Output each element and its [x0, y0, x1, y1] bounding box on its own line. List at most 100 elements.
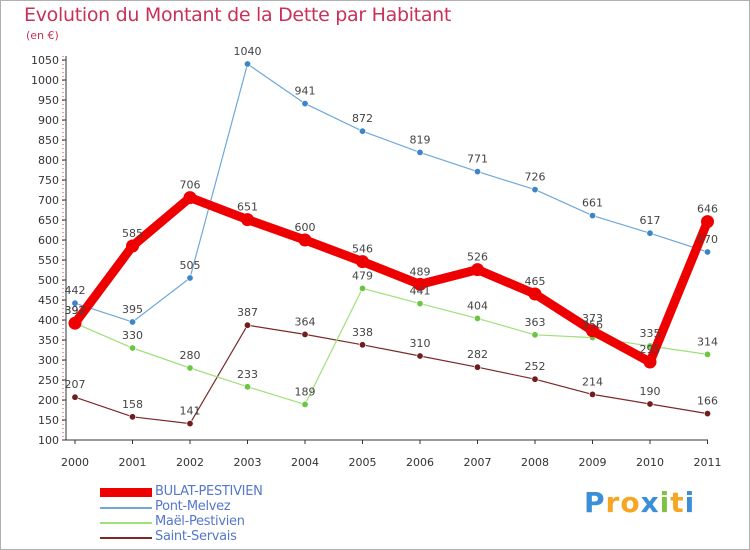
data-label-pont-melvez: 617: [640, 214, 661, 227]
data-label-saint-servais: 282: [467, 348, 488, 361]
data-label-ma-l-pestivien: 392: [65, 304, 86, 317]
data-label-saint-servais: 207: [65, 378, 86, 391]
legend-swatch: [100, 488, 152, 497]
y-tick-label: 750: [38, 174, 59, 187]
data-point-ma-l-pestivien: [301, 400, 309, 408]
y-tick-label: 1000: [31, 74, 59, 87]
data-point-saint-servais: [129, 413, 137, 421]
y-tick-label: 450: [38, 294, 59, 307]
data-label-pont-melvez: 505: [180, 259, 201, 272]
data-point-ma-l-pestivien: [244, 383, 252, 391]
data-label-saint-servais: 310: [410, 337, 431, 350]
chart-title: Evolution du Montant de la Dette par Hab…: [24, 4, 452, 26]
logo-letter: i: [684, 486, 696, 519]
data-point-bulat-pestivien: [701, 215, 714, 229]
logo-letter: r: [605, 486, 621, 519]
data-point-pont-melvez: [588, 212, 596, 220]
x-tick-label: 2009: [579, 456, 607, 469]
data-label-saint-servais: 252: [525, 360, 546, 373]
data-point-bulat-pestivien: [643, 355, 657, 369]
data-label-pont-melvez: 726: [525, 171, 546, 184]
x-tick-label: 2008: [521, 456, 549, 469]
data-label-pont-melvez: 872: [352, 112, 373, 125]
data-point-pont-melvez: [703, 248, 711, 256]
data-label-ma-l-pestivien: 479: [352, 269, 373, 282]
data-point-pont-melvez: [186, 274, 194, 282]
data-label-saint-servais: 141: [180, 405, 201, 418]
y-tick-label: 850: [38, 134, 59, 147]
legend-swatch: [100, 522, 152, 524]
data-label-bulat-pestivien: 646: [697, 203, 718, 216]
legend-label: BULAT-PESTIVIEN: [155, 484, 263, 499]
y-tick-label: 950: [38, 94, 59, 107]
data-point-bulat-pestivien: [183, 191, 197, 205]
data-point-saint-servais: [186, 420, 194, 428]
y-tick-label: 550: [38, 254, 59, 267]
y-tick-label: 300: [38, 354, 59, 367]
data-label-bulat-pestivien: 600: [295, 221, 316, 234]
data-point-ma-l-pestivien: [531, 331, 539, 339]
x-tick-label: 2004: [291, 456, 319, 469]
data-label-bulat-pestivien: 706: [180, 179, 201, 192]
x-tick-label: 2001: [119, 456, 147, 469]
data-point-saint-servais: [531, 375, 539, 383]
data-label-bulat-pestivien: 546: [352, 243, 373, 256]
data-label-bulat-pestivien: 489: [410, 265, 431, 278]
chart-unit-label: (en €): [26, 29, 59, 42]
data-label-ma-l-pestivien: 404: [467, 299, 488, 312]
data-label-ma-l-pestivien: 189: [295, 385, 316, 398]
data-point-bulat-pestivien: [241, 213, 254, 227]
data-label-bulat-pestivien: 585: [122, 227, 143, 240]
data-point-ma-l-pestivien: [358, 284, 366, 292]
data-point-saint-servais: [473, 363, 481, 371]
data-label-pont-melvez: 1040: [234, 45, 262, 58]
data-point-saint-servais: [358, 341, 366, 349]
data-point-ma-l-pestivien: [186, 364, 194, 372]
logo-letter: t: [670, 486, 685, 519]
x-tick-label: 2006: [406, 456, 434, 469]
y-tick-label: 700: [38, 194, 59, 207]
data-label-saint-servais: 190: [640, 385, 661, 398]
data-point-bulat-pestivien: [126, 239, 139, 253]
data-point-ma-l-pestivien: [703, 350, 711, 358]
data-point-pont-melvez: [129, 318, 137, 326]
y-tick-label: 1050: [31, 54, 59, 67]
data-label-saint-servais: 364: [295, 315, 316, 328]
legend-label: Pont-Melvez: [155, 499, 231, 514]
series-line-saint-servais: [74, 324, 709, 425]
logo-letter: i: [659, 486, 671, 519]
data-point-ma-l-pestivien: [416, 300, 424, 308]
proxiti-logo: Proxiti: [584, 486, 695, 519]
data-label-ma-l-pestivien: 280: [180, 349, 201, 362]
data-label-pont-melvez: 819: [410, 133, 431, 146]
data-point-pont-melvez: [71, 299, 79, 307]
x-tick-label: 2002: [176, 456, 204, 469]
data-point-pont-melvez: [473, 168, 481, 176]
data-point-pont-melvez: [358, 127, 366, 135]
data-point-bulat-pestivien: [586, 324, 599, 338]
data-point-bulat-pestivien: [68, 316, 82, 330]
data-label-ma-l-pestivien: 314: [697, 335, 718, 348]
x-tick-label: 2003: [234, 456, 262, 469]
data-label-ma-l-pestivien: 330: [122, 329, 143, 342]
data-label-saint-servais: 338: [352, 326, 373, 339]
data-point-saint-servais: [301, 330, 309, 338]
data-label-pont-melvez: 570: [697, 233, 718, 246]
data-point-saint-servais: [416, 352, 424, 360]
y-tick-label: 150: [38, 414, 59, 427]
x-tick-label: 2010: [636, 456, 664, 469]
data-label-bulat-pestivien: 392: [65, 304, 86, 317]
data-point-ma-l-pestivien: [473, 314, 481, 322]
data-label-saint-servais: 387: [237, 306, 258, 319]
data-label-bulat-pestivien: 373: [582, 312, 603, 325]
data-label-bulat-pestivien: 526: [467, 251, 488, 264]
data-label-bulat-pestivien: 295: [640, 343, 661, 356]
data-label-ma-l-pestivien: 356: [582, 319, 603, 332]
data-label-saint-servais: 214: [582, 375, 603, 388]
data-label-bulat-pestivien: 465: [525, 275, 546, 288]
data-point-ma-l-pestivien: [129, 344, 137, 352]
data-point-bulat-pestivien: [356, 255, 369, 269]
legend-label: Saint-Servais: [155, 529, 237, 544]
x-tick-label: 2005: [349, 456, 377, 469]
